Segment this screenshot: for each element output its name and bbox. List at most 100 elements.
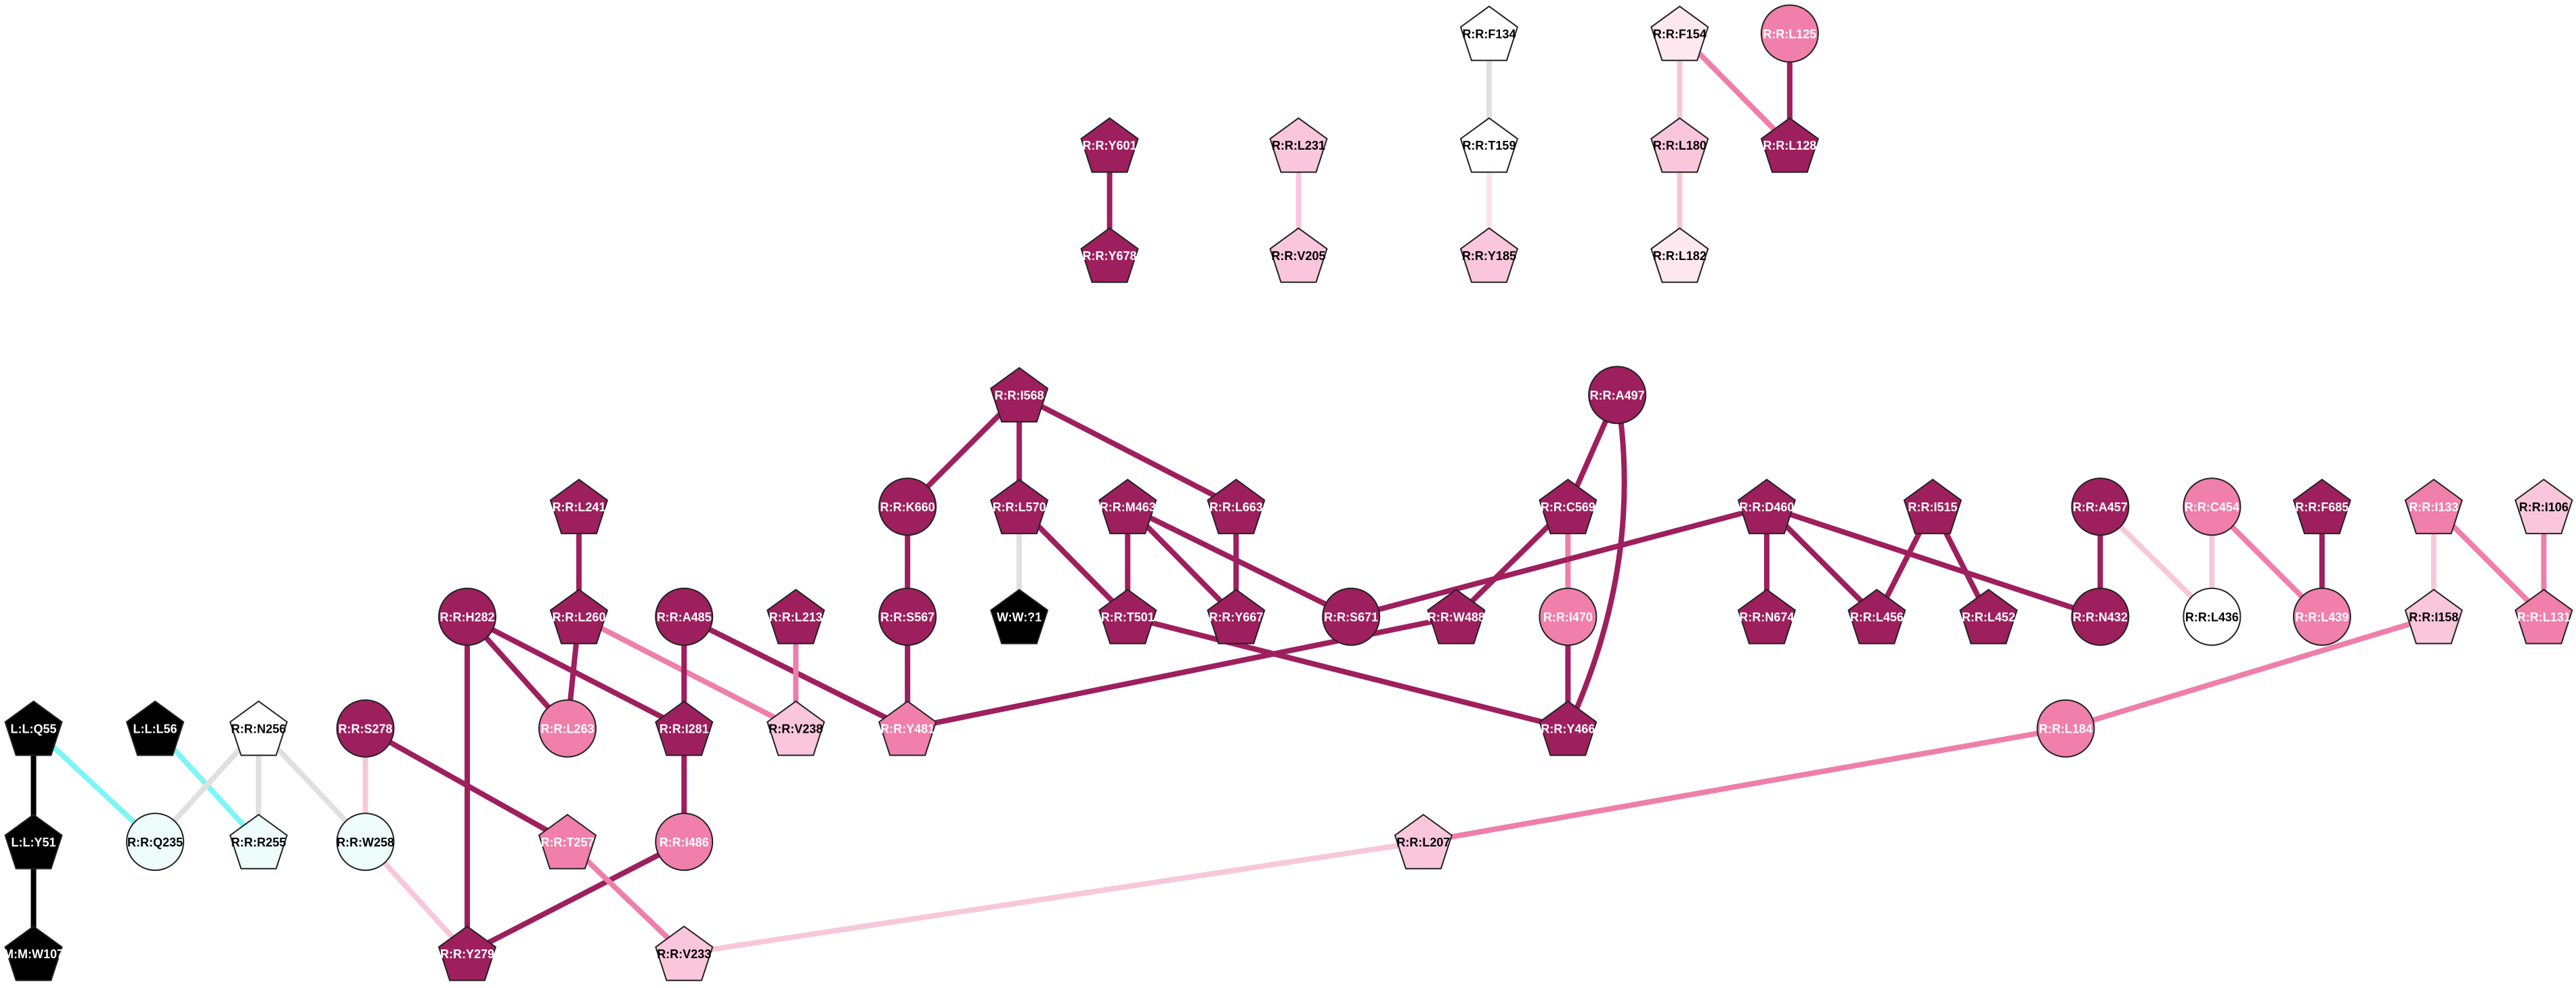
- node-pentagon: [549, 588, 609, 645]
- node-label: R:R:L180: [1653, 139, 1706, 152]
- node-pentagon: [538, 813, 597, 869]
- node-label: M:M:W107: [3, 947, 64, 961]
- node-label: R:R:R255: [231, 836, 286, 849]
- node-label: R:R:I515: [1908, 500, 1957, 514]
- node-circle: [878, 477, 937, 536]
- node-label: L:L:Y51: [12, 836, 56, 849]
- node: R:R:L663: [1207, 478, 1266, 534]
- node-pentagon: [2514, 478, 2573, 534]
- node-pentagon: [1269, 117, 1328, 173]
- node: R:R:W488: [1427, 588, 1486, 645]
- node: R:R:F685: [2292, 478, 2352, 534]
- node: R:R:I281: [655, 700, 714, 756]
- node: R:R:Y279: [437, 925, 497, 981]
- node: L:L:Y51: [4, 813, 63, 869]
- node-circle: [1588, 366, 1647, 425]
- node: R:R:S278: [336, 699, 395, 758]
- node: R:R:Y601: [1080, 117, 1139, 173]
- node-label: R:R:I158: [2409, 611, 2458, 624]
- node-circle: [2183, 477, 2241, 536]
- node-label: R:R:I568: [995, 389, 1044, 402]
- node-pentagon: [1207, 478, 1266, 534]
- node-label: R:R:N674: [1739, 611, 1794, 624]
- node-label: R:R:Y185: [1462, 249, 1516, 263]
- node-pentagon: [1098, 588, 1157, 645]
- node: R:R:Y466: [1539, 700, 1597, 756]
- node: R:R:Y678: [1080, 227, 1139, 283]
- node: R:R:D460: [1737, 478, 1797, 534]
- node-circle: [336, 699, 395, 758]
- node: R:R:L207: [1394, 813, 1453, 869]
- node-label: R:R:A497: [1590, 389, 1645, 402]
- node: R:R:N674: [1737, 588, 1797, 645]
- edge: [2065, 614, 2435, 731]
- node: R:R:L231: [1269, 117, 1328, 173]
- node: R:R:C569: [1539, 478, 1597, 534]
- node: R:R:I568: [990, 366, 1049, 423]
- node: R:R:L452: [1959, 588, 2018, 645]
- node-pentagon: [655, 700, 714, 756]
- node-label: R:R:L231: [1272, 139, 1325, 152]
- node-circle: [538, 699, 597, 758]
- node: R:R:L131: [2514, 588, 2573, 645]
- node-label: R:R:L439: [2295, 611, 2348, 624]
- node-pentagon: [2404, 588, 2463, 645]
- node-label: R:R:W488: [1427, 611, 1485, 624]
- node: R:R:I486: [655, 813, 714, 872]
- node-pentagon: [1394, 813, 1453, 869]
- node: R:R:T159: [1459, 117, 1519, 173]
- edge: [1126, 504, 1352, 620]
- node-pentagon: [1459, 5, 1519, 62]
- node: R:R:H282: [437, 587, 496, 646]
- edge: [1423, 725, 2067, 845]
- node-circle: [437, 587, 496, 646]
- node-pentagon: [229, 813, 288, 869]
- node-label: R:R:L570: [993, 500, 1046, 514]
- edge: [1127, 614, 1569, 731]
- node-label: R:R:Q235: [127, 836, 183, 849]
- node-label: L:L:Q55: [11, 722, 57, 735]
- edge: [1765, 504, 2101, 620]
- node-circle: [126, 813, 185, 872]
- node-label: R:R:I281: [660, 722, 709, 735]
- node-label: R:R:N432: [2073, 611, 2128, 624]
- node-pentagon: [1760, 117, 1820, 173]
- node-circle: [1539, 587, 1597, 646]
- node: R:R:L439: [2292, 587, 2351, 646]
- node-pentagon: [1650, 5, 1709, 62]
- node-pentagon: [1269, 227, 1328, 283]
- node-pentagon: [878, 700, 937, 756]
- node-pentagon: [2514, 588, 2573, 645]
- node-label: R:R:H282: [439, 611, 494, 624]
- node-label: R:R:I106: [2519, 500, 2569, 514]
- node-label: R:R:I470: [1543, 611, 1593, 624]
- node-circle: [1322, 587, 1381, 646]
- node: L:L:Q55: [4, 700, 63, 756]
- node-label: R:R:L182: [1653, 249, 1706, 263]
- node-pentagon: [1539, 478, 1597, 534]
- node: R:R:N256: [229, 700, 288, 756]
- node-label: R:R:K660: [880, 500, 935, 514]
- node: R:R:I470: [1539, 587, 1597, 646]
- node-pentagon: [1959, 588, 2018, 645]
- node-label: R:R:V205: [1272, 249, 1326, 263]
- node-pentagon: [125, 700, 185, 756]
- node-label: R:R:F685: [2295, 500, 2348, 514]
- node-pentagon: [767, 700, 825, 756]
- node: R:R:W258: [336, 813, 395, 872]
- node-label: R:R:T501: [1101, 611, 1155, 624]
- node: R:R:L456: [1847, 588, 1906, 645]
- node-label: R:R:F154: [1653, 27, 1706, 41]
- node-circle: [1760, 4, 1819, 63]
- node: R:R:L180: [1650, 117, 1709, 173]
- node-circle: [2071, 587, 2130, 646]
- node-label: R:R:A457: [2073, 500, 2128, 514]
- node: W:W:?1: [990, 588, 1049, 645]
- node-label: R:R:L241: [552, 500, 605, 514]
- node: R:R:C454: [2183, 477, 2241, 536]
- node: R:R:L570: [990, 478, 1049, 534]
- node: R:R:A457: [2071, 477, 2130, 536]
- node: M:M:W107: [3, 925, 64, 981]
- node-pentagon: [4, 700, 63, 756]
- node-label: R:R:Y678: [1083, 249, 1137, 263]
